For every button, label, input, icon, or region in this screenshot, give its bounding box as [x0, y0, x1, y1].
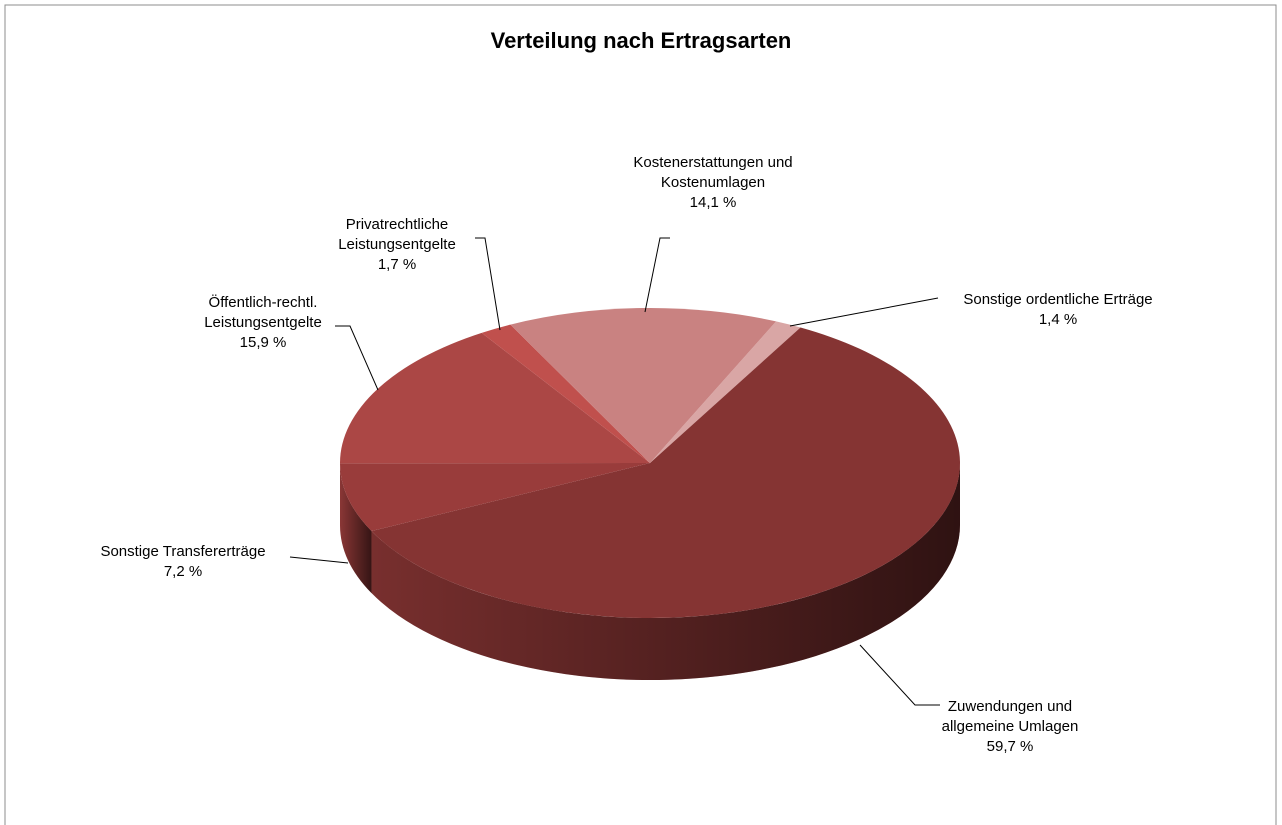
label-value: 15,9 % [239, 334, 287, 351]
leader-line [859, 644, 940, 706]
leader-line [789, 297, 939, 327]
label-value: 7,2 % [163, 563, 203, 580]
slice [371, 327, 961, 618]
label-value: 59,7 % [986, 738, 1034, 755]
label-name: Kostenerstattungen und Kostenumlagen [633, 154, 793, 191]
leader-line [335, 325, 379, 391]
slice [339, 332, 650, 464]
slice [510, 307, 777, 463]
slice [650, 321, 801, 463]
label-value: 1,4 % [1038, 311, 1078, 328]
side-shade [371, 463, 961, 681]
data-label: Sonstige Transfererträge 7,2 % [100, 542, 265, 582]
label-name: Öffentlich-rechtl. Leistungsentgelte [204, 294, 322, 331]
label-value: 1,7 % [377, 256, 417, 273]
leader-line [644, 237, 670, 313]
label-name: Sonstige ordentliche Erträge [963, 291, 1153, 308]
frame [4, 4, 1277, 825]
leader-line [289, 556, 349, 564]
label-name: Sonstige Transfererträge [100, 543, 266, 560]
label-name: Privatrechtliche Leistungsentgelte [338, 216, 456, 253]
data-label: Sonstige ordentliche Erträge 1,4 % [963, 290, 1152, 330]
data-label: Öffentlich-rechtl. Leistungsentgelte 15,9… [204, 293, 322, 353]
label-value: 14,1 % [689, 194, 737, 211]
slice [340, 463, 650, 532]
leader-line [475, 237, 501, 331]
data-label: Zuwendungen und allgemeine Umlagen 59,7 % [942, 697, 1079, 757]
data-label: Privatrechtliche Leistungsentgelte 1,7 % [338, 215, 456, 275]
side-shade [340, 463, 372, 594]
chart-title: Verteilung nach Ertragsarten [490, 28, 792, 53]
side-walls [340, 463, 961, 681]
data-label: Kostenerstattungen und Kostenumlagen 14,1… [633, 153, 792, 213]
slice [481, 324, 650, 463]
label-name: Zuwendungen und allgemeine Umlagen [941, 698, 1079, 735]
